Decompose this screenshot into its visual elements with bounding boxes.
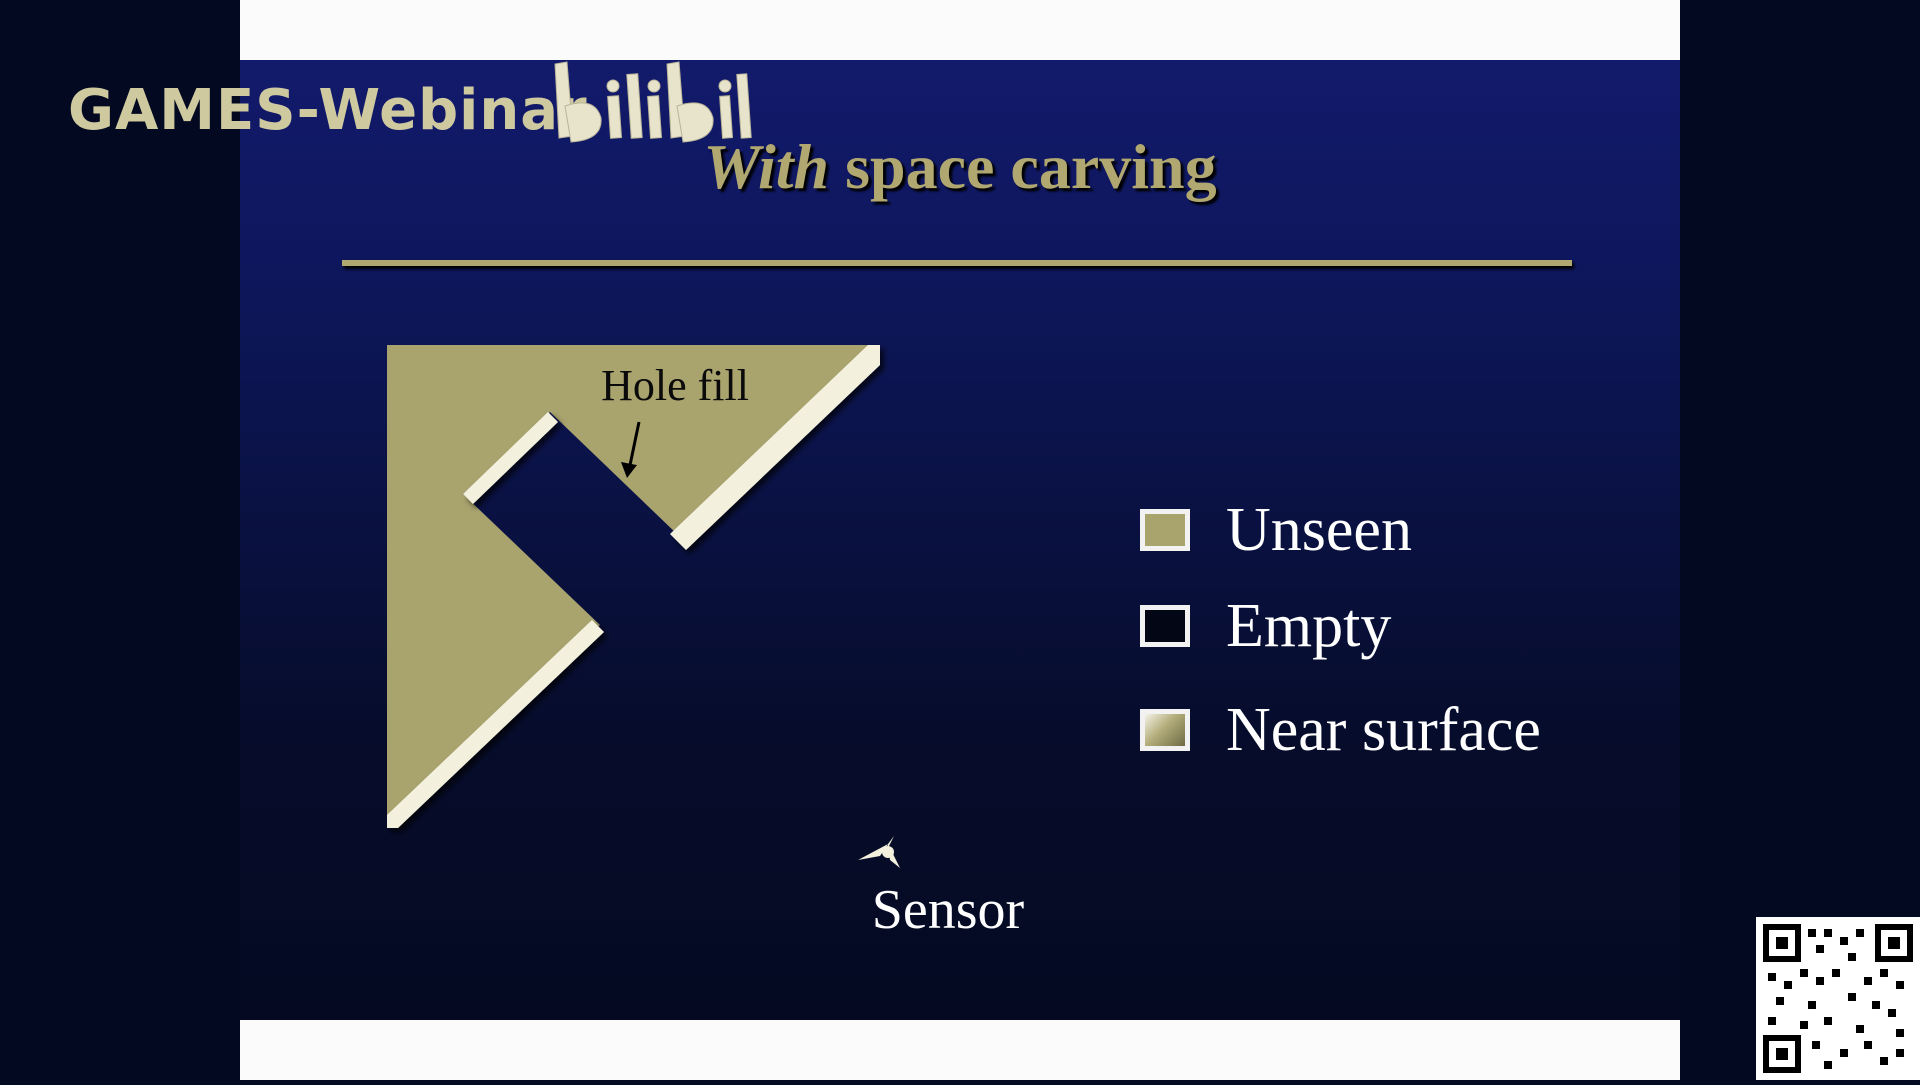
left-border-band [0,0,240,1080]
legend-label-empty: Empty [1226,591,1392,660]
near-surface-strip-upper-right [670,345,880,550]
near-surface-strip-lower-left [387,620,604,828]
legend-swatch-empty [1140,605,1190,647]
hole-fill-label: Hole fill [601,361,749,410]
games-webinar-watermark: GAMES-Webinar [68,78,588,143]
slide: With space carving Hole fill Sensor Unse… [240,60,1680,1020]
right-border-band [1680,0,1920,1080]
legend-label-unseen: Unseen [1226,495,1412,564]
legend-swatch-unseen [1140,509,1190,551]
qr-code-pattern [1763,924,1913,1073]
near-surface-strip-left-step [463,412,558,504]
legend-item-unseen: Unseen [1140,496,1412,564]
bottom-white-bar [240,1020,1680,1080]
legend-label-near-surface: Near surface [1226,695,1541,764]
legend-item-near-surface: Near surface [1140,696,1541,764]
top-white-bar [240,0,1680,60]
sensor-label: Sensor [872,879,1025,941]
qr-code [1756,917,1920,1080]
legend-swatch-near-surface [1140,709,1190,751]
slide-title-italic: With [703,131,830,202]
legend-item-empty: Empty [1140,592,1391,660]
title-rule [342,260,1572,266]
slide-title: With space carving [240,130,1680,204]
space-carving-diagram: Hole fill Sensor [387,345,1025,941]
sensor-icon [858,836,900,868]
slide-title-rest: space carving [829,131,1217,202]
hole-fill-arrow-line [627,421,641,471]
hole-fill-arrow-head [621,462,637,478]
bilibili-logo [554,61,752,143]
